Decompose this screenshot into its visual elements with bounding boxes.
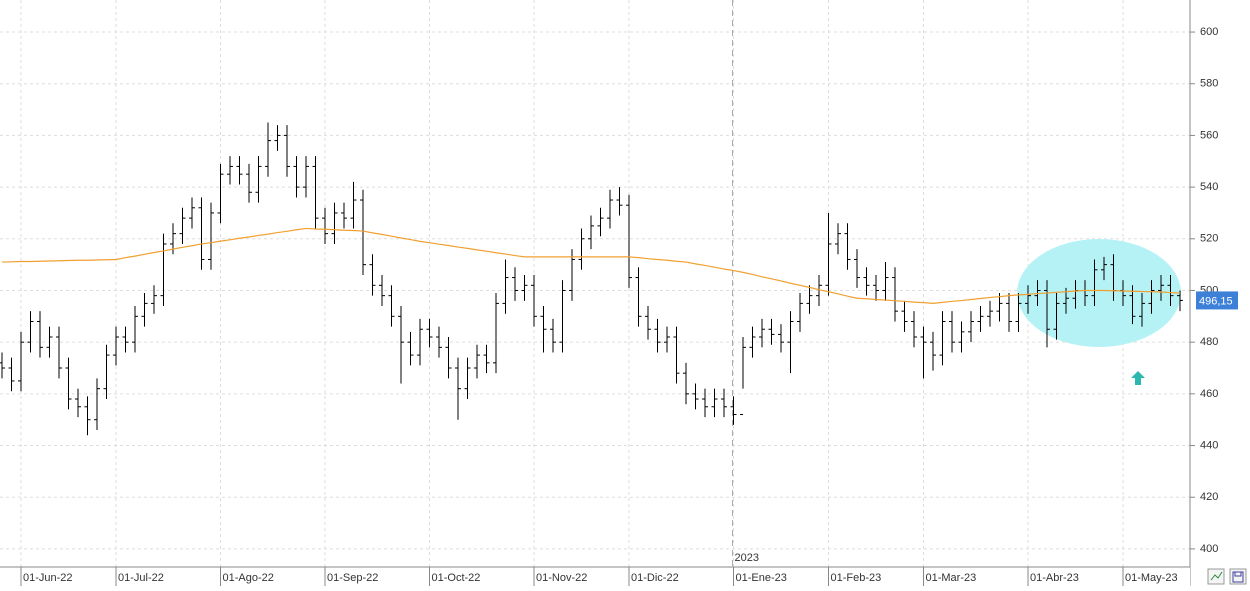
x-axis-panel xyxy=(0,567,1190,586)
last-price-label: 496,15 xyxy=(1199,295,1233,307)
x-tick-label: 01-Ene-23 xyxy=(736,572,787,584)
plot xyxy=(0,122,1183,436)
x-tick-label: 01-Mar-23 xyxy=(926,572,977,584)
last-price-box xyxy=(1196,291,1238,310)
year-label: 2023 xyxy=(735,552,759,564)
y-tick-label: 420 xyxy=(1200,491,1218,503)
x-tick-label: 01-Jul-22 xyxy=(118,572,164,584)
x-tick-label: 01-Jun-22 xyxy=(23,572,73,584)
y-tick-label: 580 xyxy=(1200,78,1218,90)
zoom-icon xyxy=(1210,571,1223,581)
y-tick-label: 540 xyxy=(1200,181,1218,193)
x-tick-label: 01-May-23 xyxy=(1125,572,1178,584)
y-tick-label: 440 xyxy=(1200,439,1218,451)
y-tick-label: 460 xyxy=(1200,388,1218,400)
x-tick-label: 01-Ago-22 xyxy=(223,572,274,584)
x-tick-label: 01-Nov-22 xyxy=(536,572,587,584)
axes: 40042044046048050052054056058060001-Jun-… xyxy=(20,26,1238,586)
x-tick-label: 01-Oct-22 xyxy=(432,572,481,584)
up-arrow xyxy=(1131,371,1145,385)
y-tick-label: 480 xyxy=(1200,336,1218,348)
x-tick-label: 01-Sep-22 xyxy=(327,572,378,584)
x-tick-label: 01-Feb-23 xyxy=(831,572,882,584)
y-tick-label: 560 xyxy=(1200,129,1218,141)
y-tick-label: 600 xyxy=(1200,26,1218,38)
y-tick-label: 520 xyxy=(1200,233,1218,245)
moving-average xyxy=(1,227,1181,305)
x-tick-label: 01-Dic-22 xyxy=(631,572,679,584)
x-tick-label: 01-Abr-23 xyxy=(1030,572,1079,584)
save-icon xyxy=(1232,571,1244,583)
y-tick-label: 400 xyxy=(1200,543,1218,555)
highlight-ellipse xyxy=(1017,239,1181,347)
